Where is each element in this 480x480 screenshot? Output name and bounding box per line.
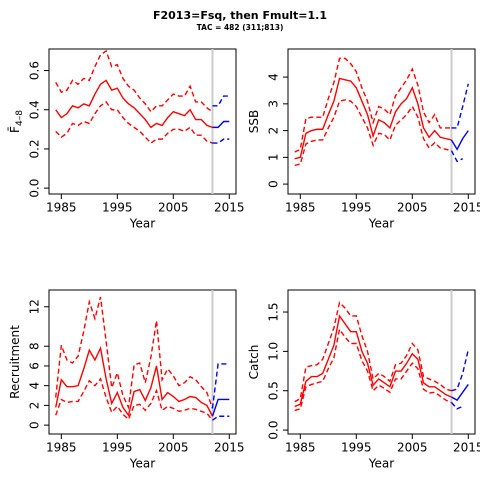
- y-tick-label: 0.5: [267, 381, 281, 400]
- x-axis-label: Year: [129, 457, 155, 471]
- figure-title: F2013=Fsq, then Fmult=1.1: [153, 9, 327, 22]
- figure-subtitle: TAC = 482 (311;813): [197, 23, 284, 32]
- series-line: [451, 83, 469, 129]
- series-line: [55, 345, 214, 417]
- x-tick-label: 1995: [102, 441, 133, 455]
- x-tick-label: 1985: [46, 201, 77, 215]
- series-line: [450, 402, 463, 410]
- x-tick-label: 1985: [285, 201, 316, 215]
- series-line: [211, 363, 230, 409]
- x-tick-label: 1995: [102, 201, 133, 215]
- series-line: [450, 150, 463, 163]
- x-tick-label: 1995: [341, 441, 372, 455]
- series-line: [451, 349, 469, 392]
- y-tick-label: 2: [28, 402, 42, 410]
- y-axis-label-main: F̄: [7, 126, 21, 133]
- series-line: [211, 398, 230, 417]
- series-line: [294, 99, 452, 167]
- y-tick-label: 0: [28, 421, 42, 429]
- x-axis-label: Year: [368, 457, 394, 471]
- series-line: [212, 95, 230, 107]
- y-tick-label: 4: [267, 73, 281, 81]
- series-line: [212, 415, 230, 421]
- x-tick-label: 2015: [214, 201, 245, 215]
- series-line: [55, 296, 214, 410]
- series-line: [55, 79, 213, 129]
- y-tick-label: 8: [28, 342, 42, 350]
- y-tick-label: 4: [28, 382, 42, 390]
- x-tick-label: 2005: [158, 201, 189, 215]
- series-line: [451, 384, 469, 402]
- y-axis-label: F̄4–8: [7, 110, 24, 133]
- x-tick-label: 2005: [158, 441, 189, 455]
- y-axis-label-sub: 4–8: [15, 110, 25, 126]
- x-tick-label: 2015: [214, 441, 245, 455]
- y-axis-label: SSB: [247, 110, 261, 133]
- x-axis-label: Year: [129, 217, 155, 231]
- series-line: [294, 77, 452, 160]
- y-axis-label: Recruitment: [8, 325, 22, 399]
- y-tick-label: 0.0: [267, 421, 281, 440]
- y-tick-label: 0.6: [28, 61, 42, 80]
- x-tick-label: 2015: [453, 201, 480, 215]
- series-line: [55, 49, 213, 113]
- x-tick-label: 2015: [453, 441, 480, 455]
- x-tick-label: 2005: [397, 441, 428, 455]
- y-tick-label: 1.0: [267, 342, 281, 361]
- series-line: [294, 301, 452, 403]
- series-line: [212, 120, 230, 129]
- y-tick-label: 3: [267, 100, 281, 108]
- y-tick-label: 12: [28, 299, 42, 314]
- y-axis-label-main: SSB: [247, 110, 261, 133]
- x-tick-label: 1995: [341, 201, 372, 215]
- series-line: [55, 377, 214, 421]
- y-tick-label: 2: [267, 127, 281, 135]
- y-tick-label: 1: [267, 154, 281, 162]
- y-tick-label: 0.4: [28, 100, 42, 119]
- y-tick-label: 0: [267, 180, 281, 188]
- series-line: [55, 100, 213, 144]
- series-line: [294, 57, 452, 153]
- y-tick-label: 0.2: [28, 139, 42, 158]
- y-axis-label-main: Catch: [247, 345, 261, 380]
- series-line: [294, 314, 452, 408]
- x-tick-label: 2005: [397, 201, 428, 215]
- y-axis-label: Catch: [247, 345, 261, 380]
- plot-frame: [48, 48, 237, 195]
- y-tick-label: 0.0: [28, 179, 42, 198]
- series-line: [212, 138, 230, 144]
- y-axis-label-main: Recruitment: [8, 325, 22, 399]
- plot-frame: [48, 289, 237, 435]
- x-tick-label: 1985: [285, 441, 316, 455]
- x-axis-label: Year: [368, 217, 394, 231]
- y-tick-label: 6: [28, 362, 42, 370]
- plot-frame: [287, 289, 476, 435]
- plot-frame: [287, 48, 476, 195]
- y-tick-label: 1.5: [267, 302, 281, 321]
- series-line: [294, 327, 452, 412]
- series-line: [450, 130, 469, 151]
- x-tick-label: 1985: [46, 441, 77, 455]
